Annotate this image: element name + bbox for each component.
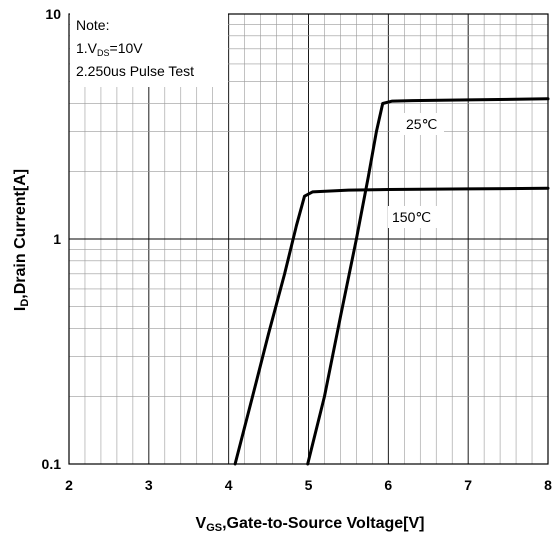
x-tick-label: 3 <box>145 477 153 493</box>
x-tick-label: 8 <box>544 477 552 493</box>
note-box: Note: 1.VDS=10V 2.250us Pulse Test <box>70 10 228 87</box>
plot-frame <box>68 13 549 465</box>
x-tick-label: 4 <box>225 477 233 493</box>
curve-label-25: 25℃ <box>400 113 444 135</box>
series-line-1 <box>233 186 550 466</box>
y-axis-title-rest: ,Drain Current[A] <box>12 169 29 299</box>
series-label-150c: 150℃ <box>392 209 431 225</box>
x-tick-labels: 2 3 4 5 6 7 8 <box>65 477 552 493</box>
note-line-2: 1.VDS=10V <box>76 40 143 58</box>
note-line-1: Note: <box>76 17 109 33</box>
x-axis-title-sub: GS <box>206 522 222 534</box>
y-tick-label: 1 <box>53 231 61 247</box>
y-axis-title: ID,Drain Current[A] <box>12 169 31 311</box>
y-tick-labels: 0.1 1 10 <box>42 6 62 472</box>
x-tick-label: 5 <box>305 477 313 493</box>
note-line-2-main: 1.V <box>76 40 98 56</box>
curve-label-150: 150℃ <box>388 206 440 228</box>
x-axis-title: VGS,Gate-to-Source Voltage[V] <box>196 515 425 534</box>
y-axis-title-sub: D <box>19 299 31 307</box>
x-tick-label: 6 <box>384 477 392 493</box>
x-tick-label: 7 <box>464 477 472 493</box>
x-axis-title-main: V <box>196 515 207 532</box>
note-line-3: 2.250us Pulse Test <box>76 63 194 79</box>
y-tick-label: 10 <box>45 6 61 22</box>
x-tick-label: 2 <box>65 477 73 493</box>
y-axis-title-main: I <box>12 307 29 311</box>
y-tick-label: 0.1 <box>42 456 62 472</box>
series-label-25c: 25℃ <box>406 116 437 132</box>
x-axis-title-rest: ,Gate-to-Source Voltage[V] <box>222 515 424 532</box>
note-line-2-sub: DS <box>97 48 110 58</box>
series-line-0 <box>306 97 550 466</box>
note-line-2-rest: =10V <box>110 40 144 56</box>
chart-grid <box>68 14 549 465</box>
chart-curves <box>233 97 550 466</box>
